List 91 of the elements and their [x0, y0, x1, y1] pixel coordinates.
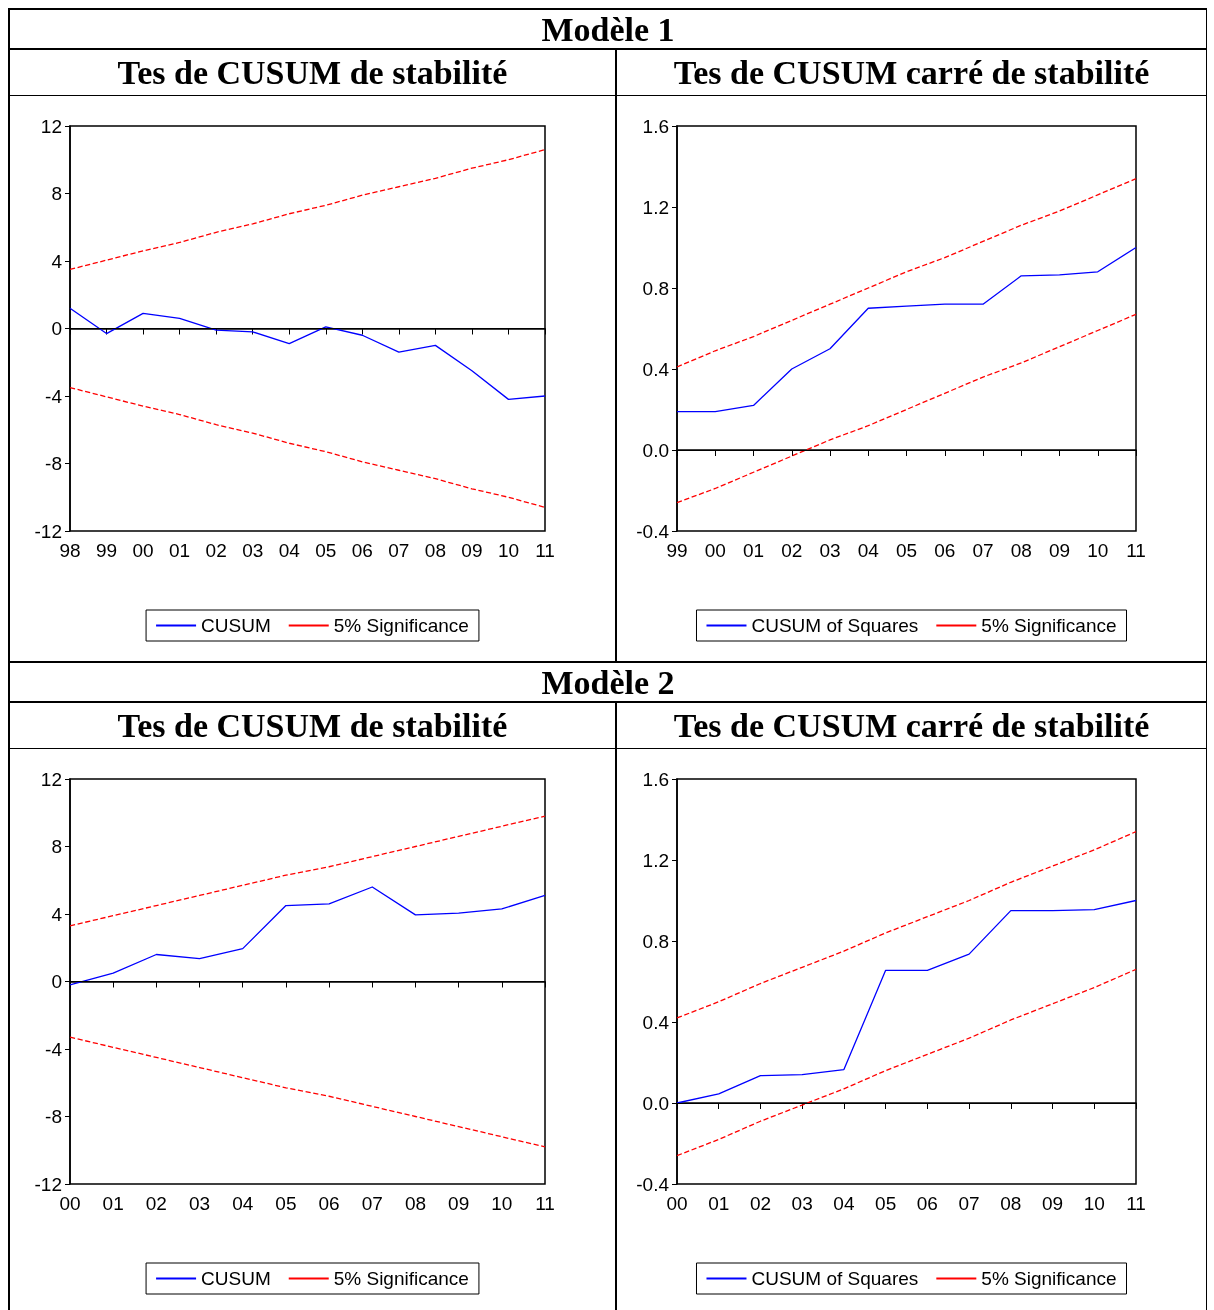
y-tick-label: 1.6: [642, 115, 669, 137]
x-tick-label: 01: [742, 540, 765, 561]
y-tick-label: 0.4: [642, 1011, 670, 1033]
y-tick-label: 0.4: [642, 358, 670, 380]
x-tick-label: 07: [361, 1193, 383, 1214]
x-tick-label: 01: [708, 1193, 730, 1214]
x-tick-label: 02: [205, 540, 227, 561]
x-tick-label: 05: [895, 540, 918, 561]
chart-title: Tes de CUSUM de stabilité: [10, 50, 615, 96]
x-tick-label: 10: [1083, 1193, 1105, 1214]
y-tick-label: 1.2: [642, 196, 669, 218]
y-tick-label: 0.8: [642, 277, 669, 299]
legend-label: 5% Significance: [981, 615, 1117, 636]
x-tick-label: 10: [497, 540, 520, 561]
legend-label: CUSUM of Squares: [751, 1268, 919, 1289]
chart-title: Tes de CUSUM carré de stabilité: [617, 50, 1206, 96]
x-tick-label: 04: [278, 540, 301, 561]
legend-label: CUSUM: [201, 1268, 271, 1289]
x-tick-label: 09: [1048, 540, 1071, 561]
x-tick-label: 09: [448, 1193, 470, 1214]
y-tick-label: 0.0: [642, 439, 669, 461]
x-tick-label: 03: [791, 1193, 813, 1214]
x-tick-label: 03: [819, 540, 841, 561]
chart-subtitle: Modèle 1: [9, 9, 1207, 49]
x-tick-label: 01: [169, 540, 191, 561]
x-tick-label: 08: [424, 540, 446, 561]
chart-title: Tes de CUSUM de stabilité: [10, 703, 615, 749]
x-tick-label: 98: [59, 540, 81, 561]
y-tick-label: -12: [34, 1173, 62, 1195]
x-tick-label: 05: [875, 1193, 897, 1214]
legend-label: 5% Significance: [333, 615, 469, 636]
x-tick-label: 00: [666, 1193, 688, 1214]
legend-label: CUSUM: [201, 615, 271, 636]
y-tick-label: 1.2: [642, 849, 669, 871]
y-tick-label: 0.8: [642, 930, 669, 952]
y-tick-label: -0.4: [636, 1173, 670, 1195]
x-tick-label: 04: [857, 540, 880, 561]
y-tick-label: -8: [45, 453, 62, 474]
x-tick-label: 01: [102, 1193, 124, 1214]
y-tick-label: 12: [40, 768, 62, 790]
x-tick-label: 00: [132, 540, 154, 561]
x-tick-label: 00: [59, 1193, 81, 1214]
x-tick-label: 07: [388, 540, 410, 561]
y-tick-label: -12: [34, 520, 62, 542]
x-tick-label: 04: [833, 1193, 855, 1214]
x-tick-label: 00: [704, 540, 726, 561]
x-tick-label: 11: [535, 540, 555, 561]
legend-label: 5% Significance: [981, 1268, 1117, 1289]
x-tick-label: 09: [461, 540, 483, 561]
x-tick-label: 08: [404, 1193, 427, 1214]
y-tick-label: 4: [51, 250, 63, 272]
x-tick-label: 11: [1126, 540, 1146, 561]
y-tick-label: -4: [45, 1038, 63, 1060]
x-tick-label: 05: [275, 1193, 297, 1214]
x-tick-label: 05: [315, 540, 337, 561]
y-tick-label: 0.0: [642, 1092, 669, 1114]
x-tick-label: 11: [535, 1193, 555, 1214]
x-tick-label: 11: [1126, 1193, 1146, 1214]
x-tick-label: 10: [1087, 540, 1109, 561]
x-tick-label: 07: [972, 540, 994, 561]
y-tick-label: 1.6: [642, 768, 669, 790]
x-tick-label: 06: [934, 540, 956, 561]
x-tick-label: 03: [242, 540, 264, 561]
x-tick-label: 10: [491, 1193, 513, 1214]
x-tick-label: 06: [318, 1193, 340, 1214]
legend-label: 5% Significance: [333, 1268, 469, 1289]
x-tick-label: 03: [188, 1193, 211, 1214]
x-tick-label: 09: [1041, 1193, 1064, 1214]
x-tick-label: 08: [1010, 540, 1032, 561]
y-tick-label: -0.4: [636, 520, 670, 542]
x-tick-label: 02: [749, 1193, 772, 1214]
y-tick-label: -4: [45, 385, 63, 407]
chart-title: Tes de CUSUM carré de stabilité: [617, 703, 1206, 749]
legend-label: CUSUM of Squares: [751, 615, 919, 636]
x-tick-label: 99: [666, 540, 688, 561]
x-tick-label: 99: [95, 540, 118, 561]
x-tick-label: 08: [1000, 1193, 1022, 1214]
y-tick-label: 8: [51, 183, 62, 204]
x-tick-label: 06: [351, 540, 373, 561]
y-tick-label: -8: [45, 1106, 62, 1127]
x-tick-label: 04: [232, 1193, 254, 1214]
x-tick-label: 06: [916, 1193, 938, 1214]
y-tick-label: 8: [51, 836, 62, 857]
x-tick-label: 02: [781, 540, 803, 561]
y-tick-label: 4: [51, 903, 63, 925]
y-tick-label: 0: [51, 318, 62, 339]
y-tick-label: 0: [51, 971, 62, 992]
y-tick-label: 12: [40, 115, 62, 137]
chart-subtitle: Modèle 2: [9, 662, 1207, 702]
x-tick-label: 02: [145, 1193, 167, 1214]
x-tick-label: 07: [958, 1193, 980, 1214]
